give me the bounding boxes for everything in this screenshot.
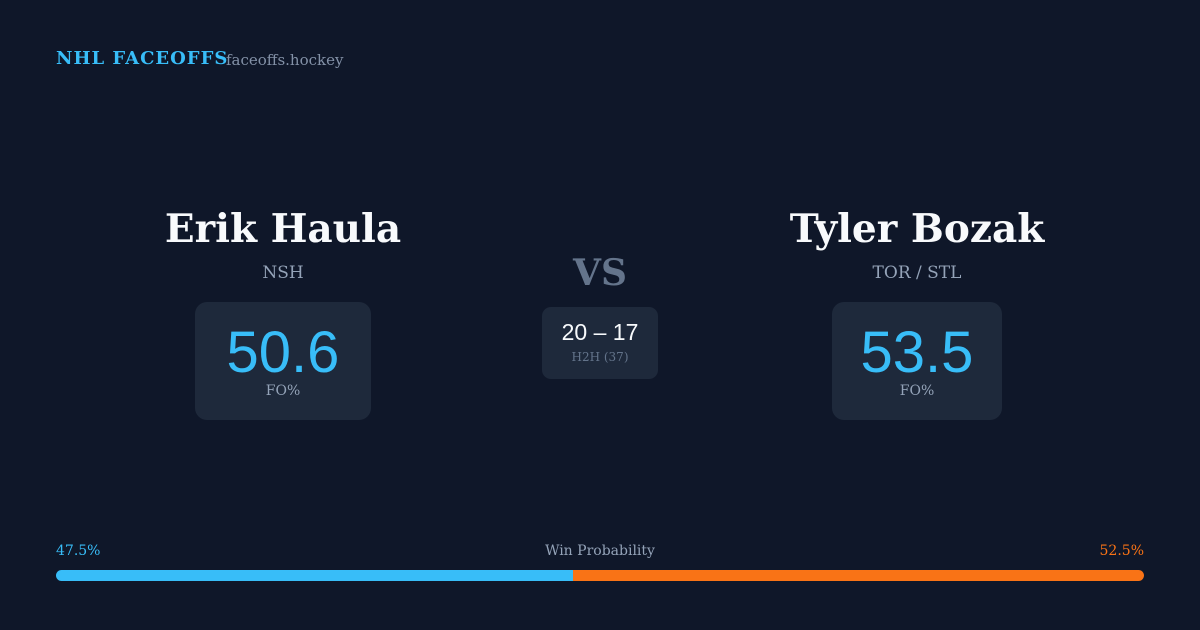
player-team: NSH (262, 263, 304, 283)
site-name: faceoffs.hockey (226, 51, 344, 69)
player-team: TOR / STL (872, 263, 962, 283)
h2h-score: 20 – 17 (561, 319, 639, 345)
h2h-label: H2H (37) (571, 350, 629, 364)
stat-box: 53.5 FO% (832, 302, 1002, 420)
stat-value: 50.6 (226, 320, 340, 385)
left-segment (56, 570, 573, 581)
right-probability: 52.5% (1099, 543, 1144, 559)
left-probability: 47.5% (56, 543, 101, 559)
h2h-box: 20 – 17 H2H (37) (542, 307, 658, 379)
stat-label: FO% (899, 383, 935, 399)
stat-label: FO% (265, 383, 301, 399)
brand-title: NHL FACEOFFS (56, 48, 229, 69)
stat-box: 50.6 FO% (195, 302, 371, 420)
right-segment (572, 570, 1144, 581)
player-name: Erik Haula (164, 206, 402, 252)
player-name: Tyler Bozak (789, 206, 1045, 252)
probability-bar (56, 570, 1144, 581)
versus: VS (573, 252, 627, 294)
stat-value: 53.5 (860, 320, 974, 385)
probability-title: Win Probability (545, 543, 655, 559)
